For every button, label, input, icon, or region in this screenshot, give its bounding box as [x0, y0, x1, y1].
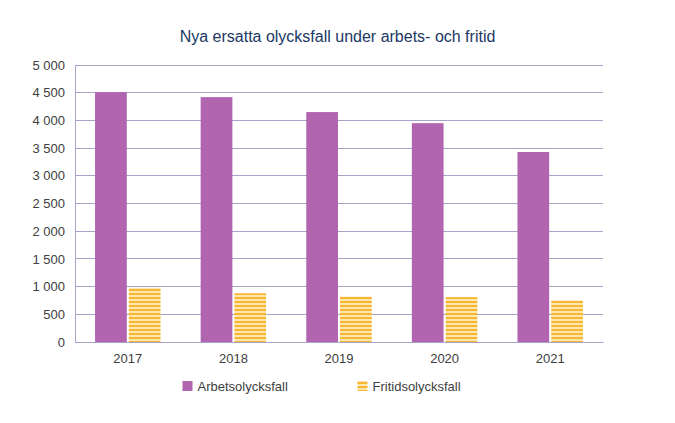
title: Nya ersatta olycksfall under arbets- och…	[180, 28, 496, 45]
x-tick: 2018	[219, 342, 248, 366]
bar	[95, 92, 127, 342]
y-tick: 4 500	[32, 85, 75, 100]
y-tick-label: 0	[58, 335, 65, 350]
bar	[129, 288, 161, 342]
bar	[234, 293, 266, 342]
y-axis: 0 500 1 000 1 500 2 000 2 500 3 000 3 500 4 000 4…	[32, 58, 75, 350]
x-tick: 2017	[113, 342, 142, 366]
bar	[446, 297, 478, 342]
y-tick: 3 500	[32, 141, 75, 156]
bar	[412, 123, 444, 342]
y-tick-label: 1 500	[32, 252, 65, 267]
y-tick-label: 5 000	[32, 58, 65, 73]
y-tick: 2 500	[32, 196, 75, 211]
y-tick-label: 4 500	[32, 85, 65, 100]
x-tick-label: 2020	[430, 351, 459, 366]
bars	[95, 92, 583, 342]
grid-line	[75, 120, 603, 121]
y-tick-label: 2 000	[32, 224, 65, 239]
x-tick-label: 2019	[325, 351, 354, 366]
y-tick: 1 000	[32, 279, 75, 294]
x-tick-label: 2021	[536, 351, 565, 366]
y-tick-label: 500	[43, 307, 65, 322]
y-tick-label: 2 500	[32, 196, 65, 211]
x-tick: 2020	[430, 342, 459, 366]
y-tick: 3 000	[32, 168, 75, 183]
y-tick: 5 000	[32, 58, 75, 73]
x-axis: 2017 2018 2019 2020 2021	[76, 342, 604, 366]
grid-line	[75, 148, 603, 149]
legend-label: Fritidsolycksfall	[373, 379, 461, 394]
grid-line	[75, 92, 603, 93]
y-tick: 2 000	[32, 224, 75, 239]
legend: Arbetsolycksfall Fritidsolycksfall	[183, 379, 461, 394]
plot: 0 500 1 000 1 500 2 000 2 500 3 000 3 500 4 000 4…	[32, 58, 603, 367]
bar	[340, 297, 372, 342]
y-tick: 1 500	[32, 252, 75, 267]
chart: Nya ersatta olycksfall under arbets- och…	[0, 0, 675, 423]
legend-swatch	[183, 381, 193, 391]
y-tick: 500	[43, 307, 75, 322]
y-tick-label: 4 000	[32, 113, 65, 128]
x-tick-label: 2017	[113, 351, 142, 366]
bar-series	[95, 92, 549, 342]
legend-item: Fritidsolycksfall	[358, 379, 461, 394]
bar	[306, 112, 338, 342]
grid-line	[75, 65, 603, 66]
legend-label: Arbetsolycksfall	[198, 379, 288, 394]
grid	[75, 65, 603, 342]
bar	[517, 152, 549, 342]
y-tick: 4 000	[32, 113, 75, 128]
y-tick-label: 1 000	[32, 279, 65, 294]
bar-series	[129, 288, 583, 342]
x-tick: 2021	[536, 342, 565, 366]
legend-swatch	[358, 381, 368, 391]
y-tick-label: 3 500	[32, 141, 65, 156]
legend-item: Arbetsolycksfall	[183, 379, 288, 394]
y-tick: 0	[58, 335, 75, 350]
bar	[201, 97, 233, 342]
bar	[551, 300, 583, 342]
y-axis-line	[75, 66, 76, 343]
y-tick-label: 3 000	[32, 168, 65, 183]
x-axis-line	[76, 342, 604, 343]
x-tick-label: 2018	[219, 351, 248, 366]
x-tick: 2019	[325, 342, 354, 366]
